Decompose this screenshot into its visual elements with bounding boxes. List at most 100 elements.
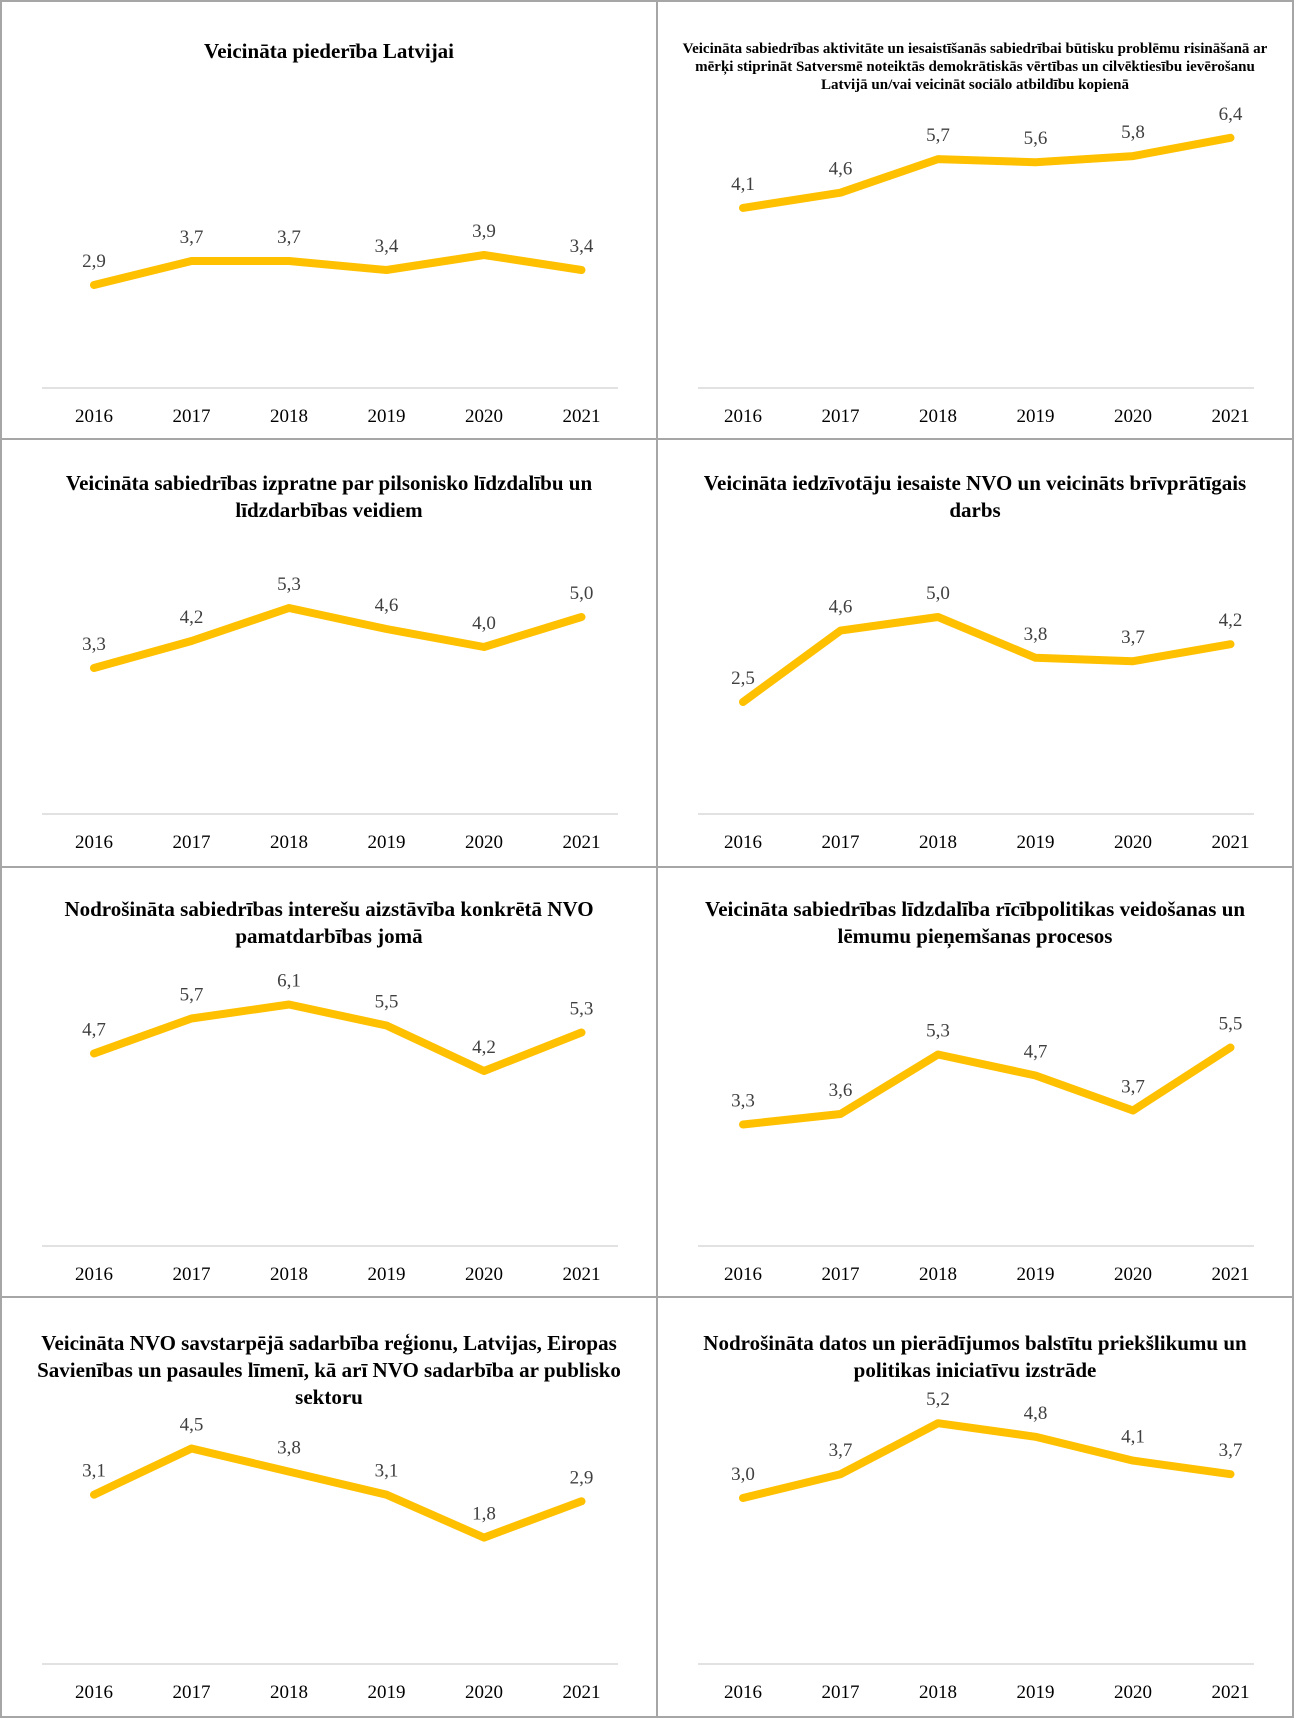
- data-label: 3,7: [180, 227, 204, 248]
- data-point: [287, 606, 291, 610]
- line-chart: 3,3 2016 4,2 2017 5,3 2018 4,6 2019 4,0 2020 5,0 20…: [42, 574, 618, 853]
- data-label: 3,4: [375, 236, 399, 257]
- data-label: 3,8: [277, 1438, 301, 1459]
- x-tick-label: 2019: [368, 1264, 406, 1285]
- x-tick-label: 2021: [1212, 1264, 1250, 1285]
- series-line: [739, 1419, 1235, 1502]
- data-point: [741, 1122, 745, 1127]
- data-label: 6,1: [277, 971, 301, 992]
- data-point: [482, 253, 486, 257]
- data-label: 3,7: [1121, 1077, 1145, 1098]
- line-chart: 2,9 2016 3,7 2017 3,7 2018 3,4 2019 3,9 2020 3,4 20…: [42, 221, 618, 427]
- data-point: [92, 666, 96, 670]
- data-label: 3,3: [731, 1091, 755, 1112]
- data-label: 5,5: [1219, 1014, 1243, 1035]
- data-point: [1228, 1472, 1233, 1477]
- data-label: 5,3: [926, 1021, 950, 1042]
- x-tick-label: 2018: [919, 1682, 957, 1703]
- data-label: 4,7: [82, 1020, 106, 1041]
- data-point: [1228, 135, 1233, 140]
- data-label: 2,9: [82, 251, 106, 272]
- data-point: [838, 1112, 843, 1116]
- data-point: [936, 157, 940, 162]
- x-tick-label: 2021: [563, 1264, 601, 1285]
- data-label: 5,6: [1024, 128, 1048, 149]
- chart-panel: Veicināta sabiedrības līdzdalība rīcībpo…: [656, 866, 1294, 1298]
- data-point: [838, 628, 843, 633]
- data-point: [287, 259, 291, 263]
- data-point: [838, 1472, 843, 1477]
- data-point: [579, 1499, 584, 1504]
- line-chart: 4,7 2016 5,7 2017 6,1 2018 5,5 2019 4,2 2020 5,3 20…: [42, 971, 618, 1285]
- data-point: [1131, 1108, 1135, 1113]
- data-point: [936, 1421, 940, 1426]
- chart-title: Veicināta piederība Latvijai: [203, 39, 455, 63]
- x-tick-label: 2019: [368, 406, 406, 427]
- x-tick-label: 2020: [1114, 1682, 1152, 1703]
- x-tick-label: 2017: [822, 1682, 860, 1703]
- chart-panel: Nodrošināta sabiedrības interešu aizstāv…: [0, 866, 658, 1298]
- data-point: [384, 1023, 389, 1028]
- data-point: [482, 1069, 486, 1073]
- x-tick-label: 2020: [465, 1682, 503, 1703]
- x-tick-label: 2018: [919, 832, 957, 853]
- data-label: 3,7: [277, 227, 301, 248]
- series-line: [90, 1444, 586, 1542]
- x-tick-label: 2016: [75, 1264, 113, 1285]
- data-label: 3,4: [570, 236, 594, 257]
- series-line: [90, 251, 586, 289]
- x-tick-label: 2021: [1212, 1682, 1250, 1703]
- data-label: 4,2: [1219, 610, 1243, 631]
- data-point: [92, 1051, 96, 1056]
- chart-panel: Veicināta sabiedrības aktivitāte un iesa…: [656, 0, 1294, 440]
- x-tick-label: 2017: [822, 832, 860, 853]
- x-tick-label: 2016: [75, 832, 113, 853]
- data-label: 4,5: [180, 1415, 204, 1436]
- data-label: 3,7: [1121, 627, 1145, 648]
- series-line: [90, 1000, 586, 1075]
- x-tick-label: 2020: [1114, 1264, 1152, 1285]
- x-tick-label: 2018: [270, 406, 308, 427]
- x-tick-label: 2017: [822, 406, 860, 427]
- x-tick-label: 2019: [1017, 832, 1055, 853]
- x-tick-label: 2021: [563, 1682, 601, 1703]
- x-tick-label: 2019: [1017, 1264, 1055, 1285]
- data-point: [579, 615, 584, 619]
- data-label: 5,8: [1121, 122, 1145, 143]
- data-label: 5,7: [926, 125, 950, 146]
- data-point: [741, 1496, 745, 1500]
- series-line: [739, 1043, 1235, 1129]
- data-point: [1033, 655, 1038, 660]
- data-point: [189, 639, 194, 643]
- data-label: 5,3: [570, 999, 594, 1020]
- data-label: 4,1: [731, 174, 755, 195]
- chart-panel: Veicināta sabiedrības izpratne par pilso…: [0, 438, 658, 868]
- x-tick-label: 2020: [465, 1264, 503, 1285]
- series-line: [90, 604, 586, 672]
- data-point: [287, 1469, 291, 1474]
- data-label: 5,0: [570, 583, 594, 604]
- data-label: 4,6: [375, 595, 399, 616]
- data-point: [1131, 154, 1135, 159]
- data-point: [384, 1492, 389, 1497]
- data-label: 3,0: [731, 1464, 755, 1485]
- data-label: 5,7: [180, 985, 204, 1006]
- data-point: [189, 1016, 194, 1021]
- data-point: [741, 205, 745, 210]
- data-label: 4,2: [472, 1037, 496, 1058]
- data-point: [1033, 160, 1038, 165]
- data-point: [936, 1052, 940, 1057]
- data-label: 6,4: [1219, 104, 1243, 125]
- chart-title: Veicināta sabiedrības līdzdalība rīcībpo…: [704, 897, 1246, 948]
- x-tick-label: 2021: [563, 406, 601, 427]
- x-tick-label: 2017: [822, 1264, 860, 1285]
- x-tick-label: 2020: [465, 832, 503, 853]
- data-label: 4,8: [1024, 1403, 1048, 1424]
- chart-panel: Veicināta NVO savstarpējā sadarbība reģi…: [0, 1296, 658, 1718]
- data-label: 3,1: [375, 1461, 399, 1482]
- data-point: [287, 1002, 291, 1007]
- x-tick-label: 2017: [173, 1682, 211, 1703]
- x-tick-label: 2016: [724, 832, 762, 853]
- chart-title: Veicināta NVO savstarpējā sadarbība reģi…: [37, 1331, 621, 1409]
